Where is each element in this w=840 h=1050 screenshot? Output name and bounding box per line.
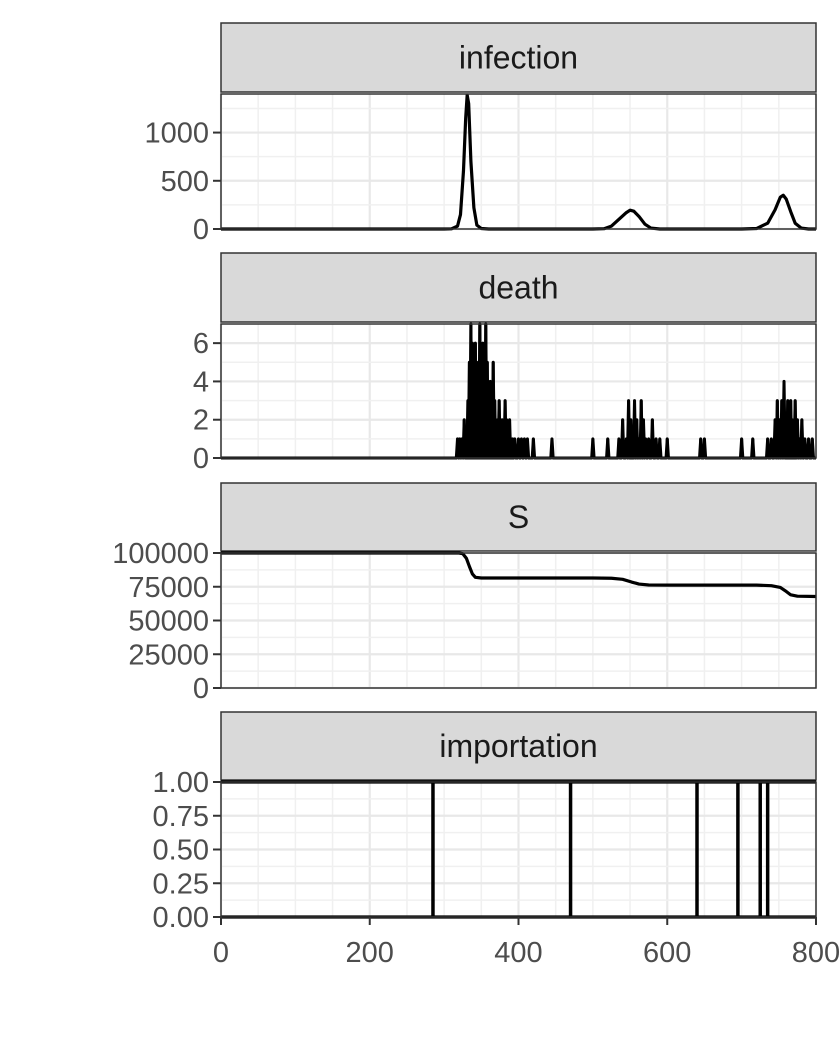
y-tick-label: 75000 bbox=[128, 572, 209, 604]
y-tick-label: 0 bbox=[193, 214, 209, 246]
y-tick-label: 500 bbox=[161, 166, 209, 198]
x-tick-label: 600 bbox=[643, 937, 691, 969]
y-tick-label: 6 bbox=[193, 328, 209, 360]
y-tick-label: 0 bbox=[193, 443, 209, 475]
y-tick-label: 100000 bbox=[112, 538, 209, 570]
y-tick-label: 0.00 bbox=[153, 902, 209, 934]
facet-strip bbox=[220, 22, 817, 93]
facet-panel-infection: infection 0 500 1000 bbox=[144, 22, 818, 246]
facet-strip-label: death bbox=[478, 270, 558, 306]
y-tick-label: 25000 bbox=[128, 639, 209, 671]
y-tick-label: 0 bbox=[193, 673, 209, 705]
y-tick-label: 4 bbox=[193, 366, 209, 398]
panel-border bbox=[220, 323, 817, 459]
facet-strip-label: importation bbox=[439, 728, 597, 764]
facet-strip-label: infection bbox=[459, 40, 578, 76]
y-tick-label: 0.25 bbox=[153, 868, 209, 900]
y-tick-label: 2 bbox=[193, 405, 209, 437]
series-line-S bbox=[221, 551, 817, 599]
facet-strip-label: S bbox=[508, 499, 529, 535]
facet-panel-death: death 0 2 4 6 bbox=[193, 252, 818, 475]
x-tick-label: 800 bbox=[792, 937, 840, 969]
facet-strip bbox=[220, 252, 817, 323]
x-axis: 0 200 400 600 800 bbox=[213, 917, 840, 969]
facet-strip bbox=[220, 711, 817, 781]
series-line-infection bbox=[221, 93, 816, 231]
x-tick-label: 400 bbox=[494, 937, 542, 969]
y-tick-label: 0.75 bbox=[153, 801, 209, 833]
y-tick-label: 1000 bbox=[144, 118, 209, 150]
facet-strip bbox=[220, 482, 817, 552]
y-tick-label: 1.00 bbox=[153, 767, 209, 799]
y-tick-label: 50000 bbox=[128, 606, 209, 638]
x-tick-label: 200 bbox=[346, 937, 394, 969]
panel-border bbox=[220, 93, 817, 230]
facet-panel-importation: importation 0.000.250.500.751.00 bbox=[153, 711, 818, 934]
x-tick-label: 0 bbox=[213, 937, 229, 969]
y-tick-label: 0.50 bbox=[153, 835, 209, 867]
